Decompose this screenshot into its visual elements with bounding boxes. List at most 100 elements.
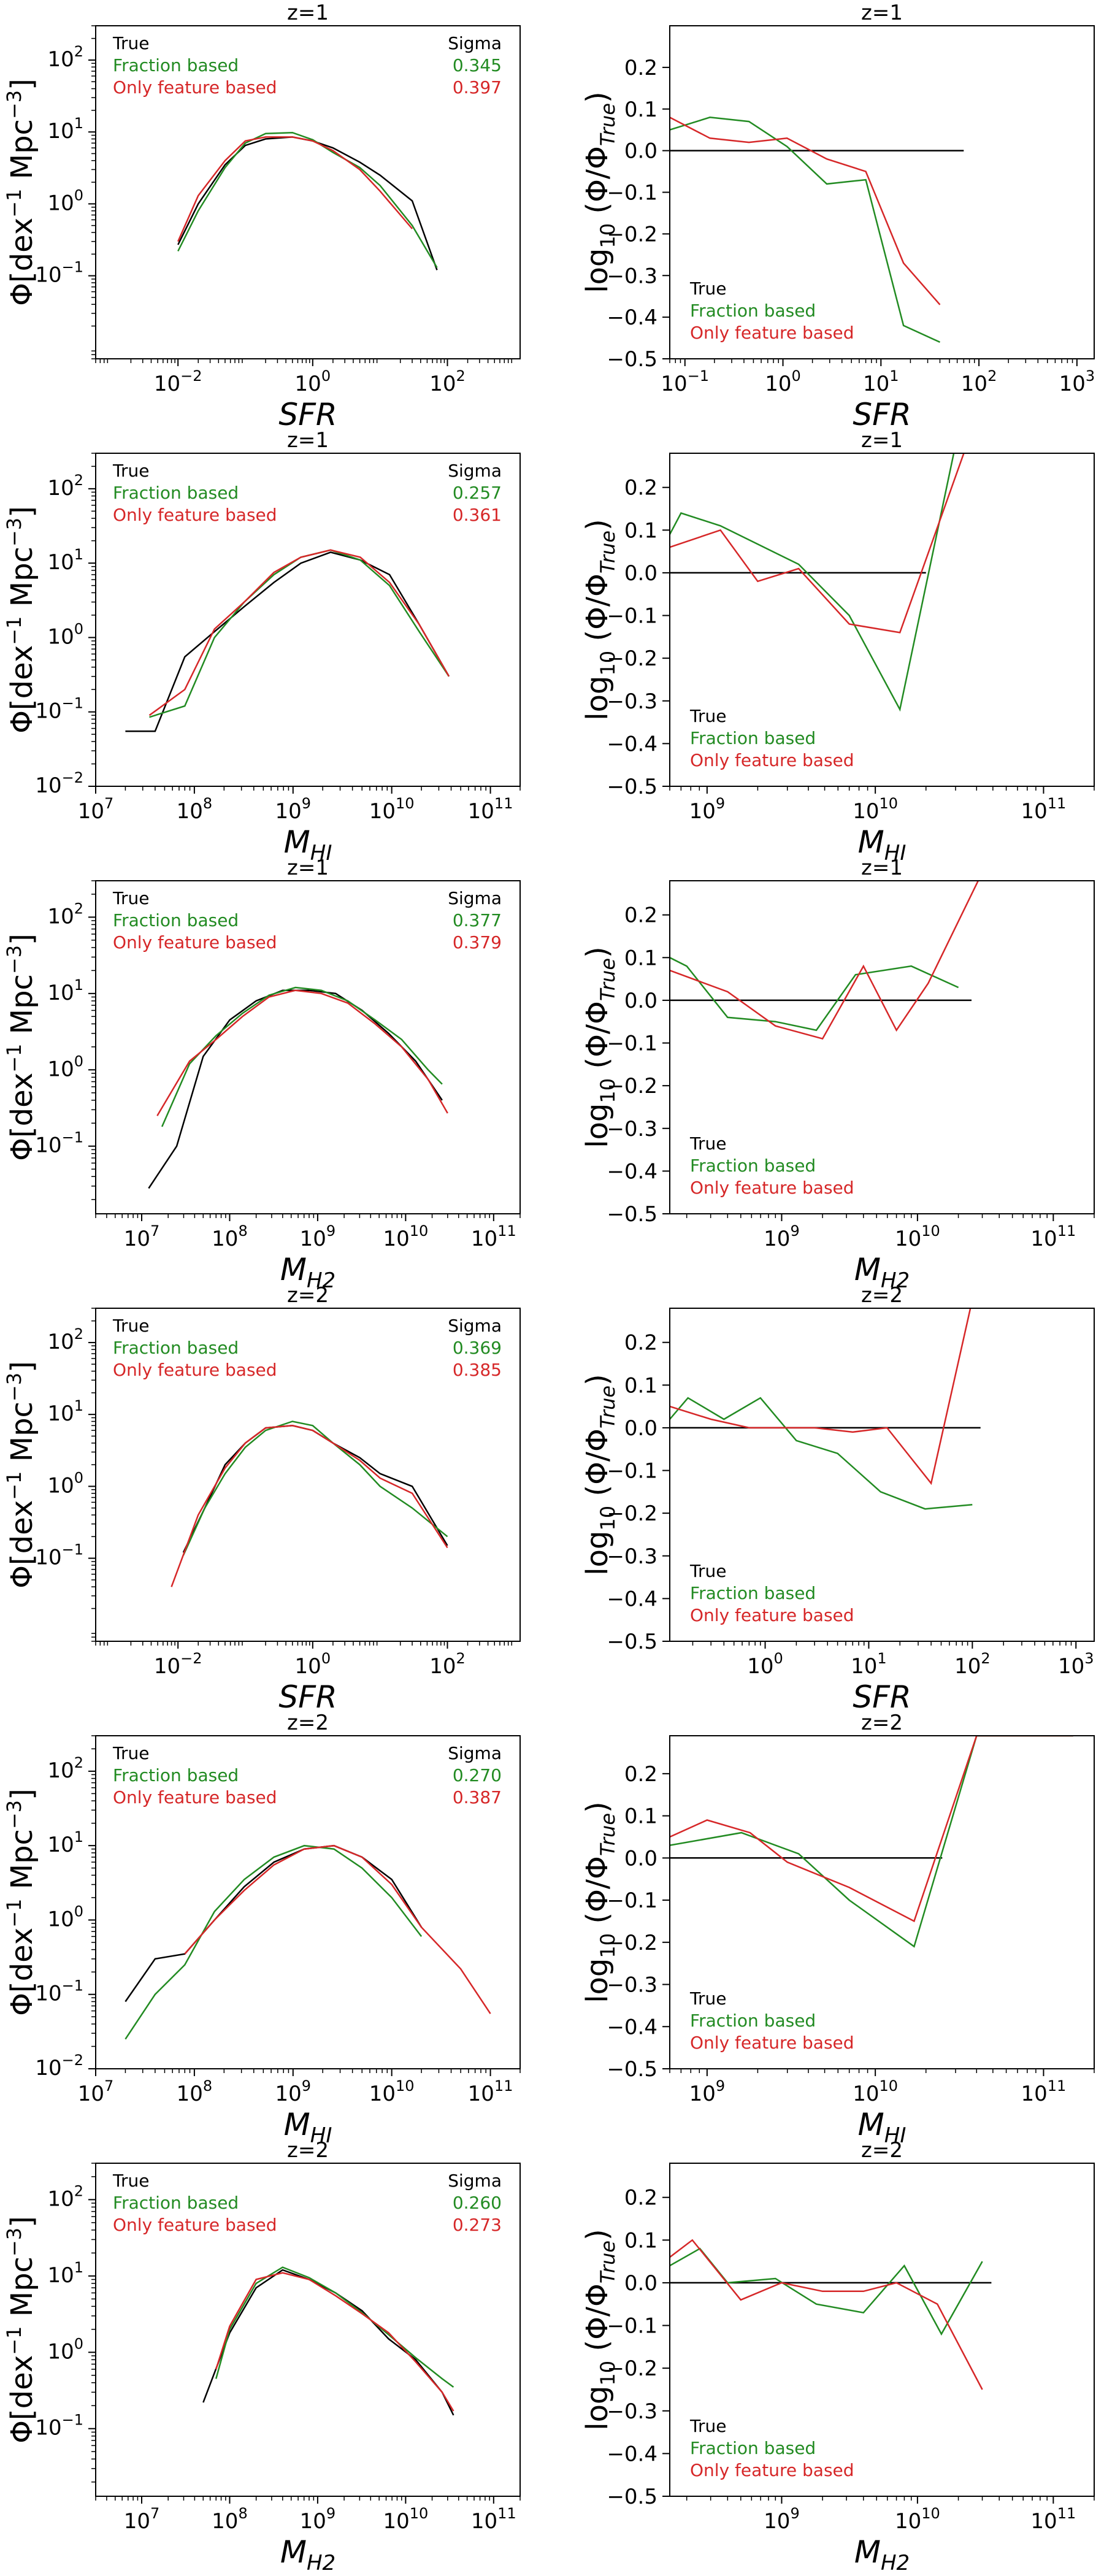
y-label-log: log: [580, 1531, 615, 1576]
tick-exponent: 7: [104, 2077, 113, 2095]
legend-entry-true: True: [689, 706, 726, 726]
axes-frame: [669, 880, 1095, 1214]
tick-mantissa: 10: [78, 799, 104, 824]
y-label-exp: −1: [2, 2326, 26, 2355]
tick-exponent: 0: [321, 1650, 331, 1667]
tick-mantissa: 10: [47, 1401, 74, 1426]
y-tick-label: −0.1: [607, 604, 657, 629]
tick-exponent: −1: [688, 367, 709, 385]
y-label-part: Φ[dex: [5, 645, 39, 734]
tick-exponent: 8: [238, 2505, 247, 2522]
series-line-fraction: [670, 957, 959, 1032]
y-axis-label: Φ[dex−1 Mpc−3]: [2, 933, 39, 1161]
y-tick-label: 100: [47, 2335, 83, 2364]
tick-mantissa: 10: [765, 372, 791, 396]
axes-frame: [95, 2163, 521, 2497]
x-tick-label: 108: [177, 2077, 213, 2106]
x-axis-label: MHI: [858, 2107, 907, 2148]
y-tick-label: −0.3: [607, 1117, 657, 1141]
tick-mantissa: 10: [212, 1227, 238, 1251]
y-label-base: 10: [596, 1078, 619, 1103]
x-tick-label: 109: [300, 1222, 336, 1251]
tick-mantissa: 10: [47, 981, 74, 1005]
x-axis-label: SFR: [278, 1679, 337, 1715]
y-tick-label: 0.2: [624, 476, 657, 500]
y-tick-label: −0.1: [607, 181, 657, 205]
series-line-fraction: [670, 453, 955, 712]
tick-exponent: 7: [150, 1222, 159, 1240]
series-line-feature: [148, 549, 450, 716]
x-tick-label: 1010: [383, 2505, 428, 2534]
y-label-base: 10: [596, 1933, 619, 1958]
x-label-subscript: H2: [307, 2551, 335, 2575]
legend-entry-true: True: [112, 461, 149, 481]
axes-frame: [95, 1735, 521, 2069]
series-line-fraction: [125, 1844, 423, 2040]
tick-mantissa: 10: [275, 799, 302, 824]
series-line-true: [182, 1425, 448, 1553]
tick-mantissa: 10: [383, 1227, 409, 1251]
y-tick-label: 101: [47, 115, 83, 144]
tick-exponent: −1: [62, 2412, 83, 2429]
y-tick-label: −0.5: [607, 2057, 657, 2082]
tick-mantissa: 10: [47, 119, 74, 144]
x-axis-label: MH2: [280, 1252, 335, 1293]
panel-left-row2: 107 108 109 1010 101110−210−1100101102z=1MHI…: [2, 428, 521, 865]
tick-exponent: 9: [716, 2077, 725, 2095]
panel-title: z=2: [861, 1711, 903, 1735]
y-tick-label: 0.2: [624, 2186, 657, 2210]
x-label-main: SFR: [853, 397, 911, 432]
legend-entry-fraction: Fraction based: [113, 55, 239, 75]
tick-exponent: 10: [880, 2077, 899, 2095]
x-axis-label: MHI: [284, 2107, 332, 2148]
y-tick-label: 0.2: [624, 56, 657, 80]
legend-entry-true: True: [689, 1988, 726, 2009]
x-tick-label: 1011: [1030, 1222, 1076, 1251]
tick-exponent: 8: [203, 795, 212, 812]
tick-exponent: 1: [74, 1828, 83, 1846]
y-label-part: Mpc: [5, 1401, 39, 1471]
axes-frame: [95, 1308, 521, 1642]
x-axis-label: SFR: [853, 397, 911, 432]
y-label-part: (Φ/Φ: [580, 1428, 615, 1506]
x-axis-label: SFR: [278, 397, 337, 432]
tick-exponent: −2: [62, 769, 83, 786]
y-label-sub: True: [596, 958, 619, 1001]
y-label-part: ]: [5, 1788, 39, 1800]
tick-exponent: 2: [74, 2182, 83, 2199]
x-tick-label: 1010: [895, 1222, 940, 1251]
tick-mantissa: 10: [47, 1057, 74, 1081]
legend-entry-fraction: Fraction based: [690, 301, 816, 321]
panel-title: z=1: [861, 1, 903, 25]
y-label-log: log: [580, 2386, 615, 2431]
tick-exponent: 0: [321, 367, 331, 385]
tick-mantissa: 10: [468, 799, 494, 824]
tick-exponent: 9: [716, 795, 725, 812]
tick-mantissa: 10: [661, 372, 687, 396]
series-line-fraction: [182, 1420, 448, 1556]
legend-entry-feature: Only feature based: [113, 505, 277, 525]
y-label-part: ]: [5, 79, 39, 90]
y-label-part: ): [580, 1374, 615, 1386]
tick-mantissa: 10: [47, 904, 74, 929]
y-tick-label: 102: [47, 1325, 83, 1354]
legend-entry-fraction: Fraction based: [113, 2193, 239, 2213]
y-label-part: Mpc: [5, 1829, 39, 1899]
y-tick-label: 100: [47, 1469, 83, 1498]
y-tick-label: 10−1: [35, 1129, 83, 1158]
y-tick-label: 0.1: [624, 946, 657, 970]
tick-exponent: 1: [74, 976, 83, 994]
tick-exponent: 11: [494, 795, 513, 812]
legend-entry-true: True: [689, 278, 726, 299]
tick-exponent: 10: [410, 2505, 429, 2522]
tick-exponent: 10: [396, 2077, 415, 2095]
tick-mantissa: 10: [961, 372, 987, 396]
tick-mantissa: 10: [369, 799, 396, 824]
panel-title: z=1: [287, 428, 329, 453]
x-axis-label: SFR: [853, 1679, 911, 1715]
y-label-exp: −1: [2, 1044, 26, 1073]
y-tick-label: −0.2: [607, 646, 657, 671]
y-axis-label: Φ[dex−1 Mpc−3]: [2, 506, 39, 734]
